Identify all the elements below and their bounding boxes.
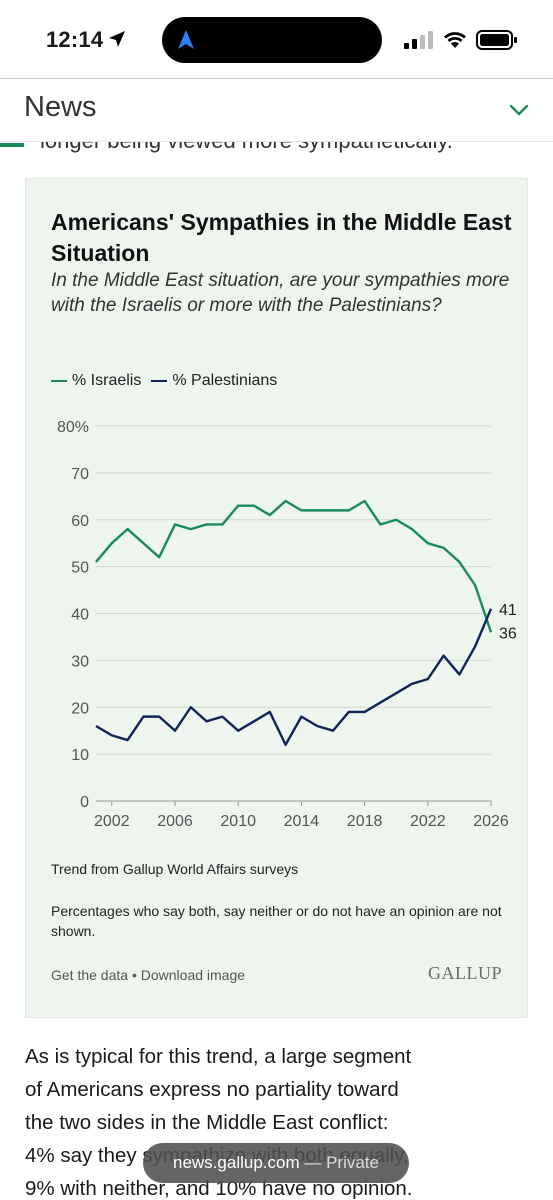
url-domain: news.gallup.com [173,1153,300,1172]
battery-icon [476,30,517,50]
legend-swatch-israelis [51,380,67,382]
x-tick-label: 2010 [220,813,256,830]
section-title[interactable]: News [24,91,97,123]
status-bar: 12:14 [0,0,553,80]
y-tick-label: 70 [71,466,89,483]
y-tick-label: 40 [71,607,89,624]
series-line-palestinians [95,608,493,746]
x-tick-label: 2018 [347,813,383,830]
accent-bar [0,143,24,147]
end-label-israelis: 36 [499,625,517,642]
address-bar-pill[interactable]: news.gallup.com — Private [143,1143,409,1183]
x-tick-label: 2006 [157,813,193,830]
private-mode-label: Private [326,1153,379,1172]
body-line-3: the two sides in the Middle East conflic… [25,1111,389,1134]
wifi-icon [444,32,466,48]
download-image-link[interactable]: Download image [140,967,246,983]
toolbar-divider [0,78,553,79]
x-tick-label: 2022 [410,813,446,830]
link-separator: • [128,967,141,983]
legend-label-israelis: % Israelis [72,372,142,389]
x-tick-label: 2014 [284,813,320,830]
site-header: News [0,79,553,142]
chart-subtitle: In the Middle East situation, are your s… [51,270,510,316]
gallup-logo: GALLUP [428,963,502,983]
chart-title: Americans' Sympathies in the Middle East… [51,209,512,266]
chart-footnote: Percentages who say both, say neither or… [51,903,502,939]
status-time: 12:14 [46,27,104,52]
x-tick-label: 2002 [94,813,130,830]
chart-legend: % Israelis % Palestinians [51,372,287,390]
body-line-2: of Americans express no partiality towar… [25,1078,399,1101]
legend-swatch-palestinians [151,380,168,382]
legend-item-israelis: % Israelis [51,372,141,390]
body-line-1: As is typical for this trend, a large se… [25,1045,412,1068]
y-tick-label: 20 [71,700,89,717]
line-chart: 0 10 20 30 40 50 60 70 80% 2002 2006 2010 2014 2018 20… [57,419,517,830]
end-label-palestinians: 41 [499,602,517,619]
get-data-link[interactable]: Get the data [51,967,129,983]
legend-item-palestinians: % Palestinians [151,372,277,390]
series-line-israelis [95,499,493,633]
source-note: Trend from Gallup World Affairs surveys [51,861,299,877]
chart-links: Get the data • Download image [51,967,245,983]
dynamic-island [162,17,382,63]
article-text-cut: longer being viewed more sympathetically… [0,142,553,154]
article-cut-line: longer being viewed more sympathetically… [40,142,453,154]
y-tick-label: 10 [71,747,89,764]
navigation-arrow-icon [178,30,194,49]
y-tick-label: 60 [71,513,89,530]
y-tick-label: 0 [80,794,89,811]
location-arrow-icon [109,31,125,47]
y-tick-label: 80% [57,419,89,436]
chevron-down-icon[interactable] [509,103,529,117]
url-separator: — [299,1153,327,1172]
chart-card: Americans' Sympathies in the Middle East… [25,178,528,1018]
y-tick-label: 50 [71,560,89,577]
y-tick-label: 30 [71,653,89,670]
cellular-signal-icon [404,31,433,49]
x-tick-label: 2026 [473,813,509,830]
legend-label-palestinians: % Palestinians [172,372,278,389]
